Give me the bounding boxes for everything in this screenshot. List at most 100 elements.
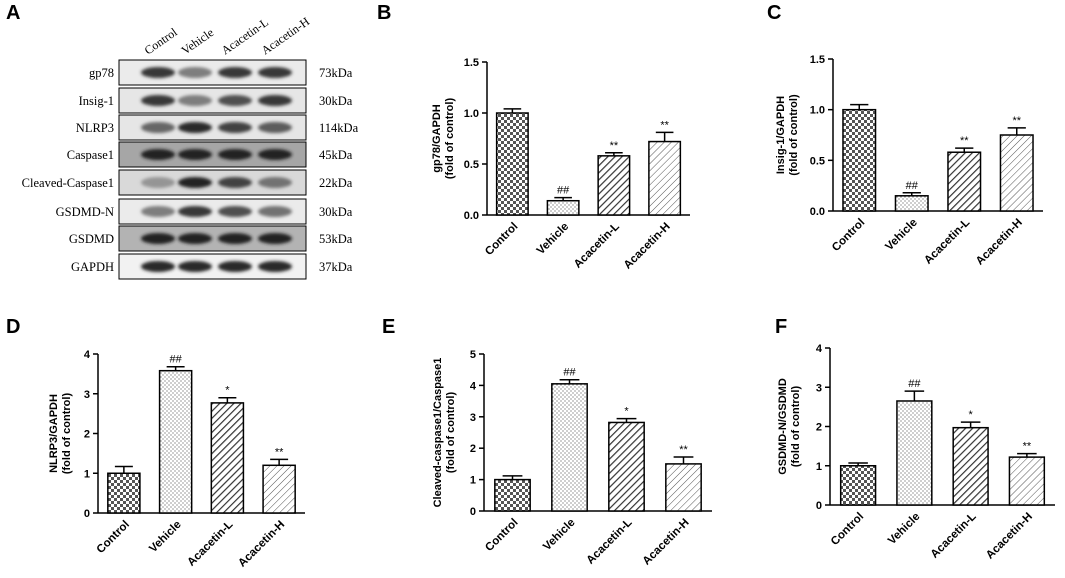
y-tick-label: 0 <box>470 506 476 518</box>
bar <box>158 369 193 514</box>
blot-band <box>178 122 212 133</box>
blot-band <box>258 95 292 106</box>
blot-band <box>258 233 292 244</box>
blot-band <box>258 122 292 133</box>
bar <box>952 426 989 506</box>
significance-label: * <box>624 406 629 418</box>
bar <box>495 112 529 216</box>
x-tick-label: Control <box>483 221 520 258</box>
blot-band <box>178 177 212 188</box>
blot-band <box>258 261 292 272</box>
significance-label: ** <box>679 444 688 456</box>
significance-label: ** <box>660 119 669 131</box>
bar <box>839 465 877 506</box>
lane-label-0: Control <box>142 25 181 58</box>
y-tick-label: 0 <box>816 500 822 512</box>
kda-label: 30kDa <box>319 94 353 108</box>
kda-label: 45kDa <box>319 148 353 162</box>
x-tick-label: Acacetin-L <box>572 221 622 271</box>
bar <box>597 155 631 216</box>
y-axis-label: (fold of control) <box>61 393 73 475</box>
x-tick-label: Acacetin-H <box>974 217 1025 268</box>
panel-letter-b: B <box>377 2 391 24</box>
protein-label: GAPDH <box>71 260 114 274</box>
blot-band <box>141 95 175 106</box>
bar <box>947 151 982 212</box>
blot-band <box>258 206 292 217</box>
chart-f: GSDMD-N/GSDMD (fold of control) 0 1 2 3 4 Contr… <box>777 343 1055 562</box>
blot-band <box>141 261 175 272</box>
y-axis-label: gp78/GAPDH <box>431 104 443 173</box>
y-tick-label: 0.0 <box>464 210 479 222</box>
blot-band <box>218 206 252 217</box>
x-tick-label: Acacetin-L <box>922 217 972 267</box>
blot-band <box>178 233 212 244</box>
x-tick-label: Acacetin-L <box>585 517 635 567</box>
bar <box>546 199 580 216</box>
blot-band <box>141 233 175 244</box>
y-axis-label: (fold of control) <box>788 94 800 176</box>
y-tick-label: 1.0 <box>810 105 825 117</box>
chart-c: Insig-1/GAPDH (fold of control) 0.0 0.5 1.0 1… <box>775 54 1043 268</box>
x-tick-label: Acacetin-L <box>185 519 235 569</box>
bar <box>896 400 933 506</box>
kda-label: 30kDa <box>319 205 353 219</box>
blot-band <box>218 122 252 133</box>
bar <box>107 472 141 514</box>
significance-label: ## <box>170 354 183 366</box>
y-tick-label: 4 <box>816 343 823 355</box>
y-tick-label: 3 <box>816 382 822 394</box>
y-axis-label: (fold of control) <box>790 386 802 468</box>
y-tick-label: 1.0 <box>464 108 479 120</box>
protein-label: gp78 <box>89 66 114 80</box>
blot-band <box>141 67 175 78</box>
lane-label-1: Vehicle <box>179 25 217 57</box>
y-tick-label: 2 <box>84 429 90 441</box>
chart-e: Cleaved-caspase1/Caspase1 (fold of contro… <box>432 349 712 568</box>
x-tick-label: Acacetin-H <box>236 519 287 570</box>
y-tick-label: 1 <box>470 475 476 487</box>
blot-band <box>141 206 175 217</box>
significance-label: ** <box>1012 115 1021 127</box>
chart-b: gp78/GAPDH (fold of control) 0.0 0.5 1.0 1.5 C… <box>431 57 690 272</box>
x-tick-label: Acacetin-H <box>622 221 673 272</box>
bar <box>210 402 245 514</box>
blot-band <box>258 177 292 188</box>
protein-label: GSDMD-N <box>56 205 114 219</box>
significance-label: ## <box>563 367 576 379</box>
panel-letter-d: D <box>6 316 20 338</box>
significance-label: * <box>225 385 230 397</box>
blot-band <box>178 67 212 78</box>
y-tick-label: 4 <box>84 349 91 361</box>
x-tick-label: Vehicle <box>883 217 920 254</box>
blot-band <box>141 122 175 133</box>
kda-label: 37kDa <box>319 260 353 274</box>
blot-band <box>258 149 292 160</box>
panel-letter-e: E <box>382 316 395 338</box>
chart-d: NLRP3/GAPDH (fold of control) 0 1 2 3 4 Control… <box>48 349 305 570</box>
blot-band <box>218 67 252 78</box>
x-tick-label: Acacetin-L <box>929 511 979 561</box>
blot-band <box>178 261 212 272</box>
bar <box>608 421 645 512</box>
y-tick-label: 1 <box>84 468 90 480</box>
y-tick-label: 3 <box>470 412 476 424</box>
x-tick-label: Control <box>483 517 520 554</box>
y-tick-label: 0 <box>84 508 90 520</box>
protein-label: Caspase1 <box>67 148 114 162</box>
bar <box>665 463 702 512</box>
x-tick-label: Vehicle <box>541 517 578 554</box>
significance-label: ## <box>908 378 921 390</box>
kda-label: 53kDa <box>319 232 353 246</box>
blot-band <box>218 261 252 272</box>
y-tick-label: 5 <box>470 349 476 361</box>
blot-band <box>218 177 252 188</box>
blot-band <box>218 149 252 160</box>
blot-band <box>141 149 175 160</box>
x-tick-label: Acacetin-H <box>984 511 1035 562</box>
y-tick-label: 2 <box>470 443 476 455</box>
bar <box>648 140 682 216</box>
y-axis-label: NLRP3/GAPDH <box>48 394 60 473</box>
